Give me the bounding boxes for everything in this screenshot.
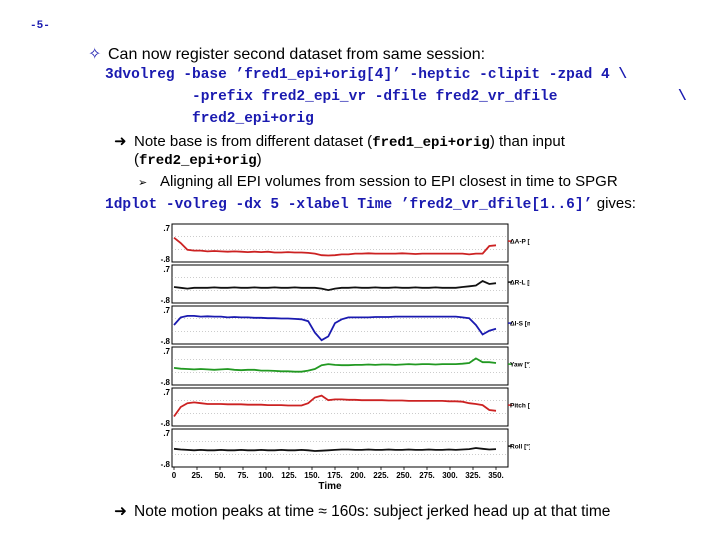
y-tick-label: .7 [163, 306, 170, 315]
y-tick-label: .7 [163, 224, 170, 233]
bullet-2-text-c: ( [134, 151, 139, 168]
arrow-right-icon: ➜ [114, 503, 127, 520]
y-tick-label: .7 [163, 429, 170, 438]
x-tick-label: 50. [214, 471, 225, 480]
x-tick-label: 175. [327, 471, 343, 480]
y-tick-label: -.8 [161, 419, 171, 428]
x-tick-label: 275. [419, 471, 435, 480]
page-number: -5- [30, 20, 50, 32]
diamond-outline-icon: ✧ [88, 46, 102, 63]
bullet-2-text-a: Note base is from different dataset ( [134, 133, 373, 150]
x-tick-label: 100. [258, 471, 274, 480]
x-tick-label: 200. [350, 471, 366, 480]
motion-parameters-chart: .7-.8ΔA-P [mm].7-.8ΔR-L [mm].7-.8ΔI-S [m… [160, 218, 530, 503]
panel-frame [171, 305, 509, 345]
y-tick-label: -.8 [161, 337, 171, 346]
y-tick-label: -.8 [161, 255, 171, 264]
bullet-item-3: ➢ Aligning all EPI volumes from session t… [138, 173, 618, 190]
code-line-2: -prefix fred2_epi_vr -dfile fred2_vr_dfi… [192, 89, 558, 105]
plot-command-line: 1dplot -volreg -dx 5 -xlabel Time ’fred2… [105, 195, 636, 213]
x-tick-label: 150. [304, 471, 320, 480]
y-tick-label: .7 [163, 347, 170, 356]
x-tick-label: 125. [281, 471, 297, 480]
x-tick-label: 350. [488, 471, 504, 480]
x-tick-label: 250. [396, 471, 412, 480]
x-tick-label: 0 [172, 471, 177, 480]
panel-frame [171, 387, 509, 427]
plot-command-suffix: gives: [596, 195, 636, 212]
motion-plot-svg: .7-.8ΔA-P [mm].7-.8ΔR-L [mm].7-.8ΔI-S [m… [161, 223, 530, 492]
y-tick-label: -.8 [161, 460, 171, 469]
bullet-item-1: ✧ Can now register second dataset from sa… [88, 44, 485, 64]
series-line [173, 279, 497, 292]
series-label: ΔA-P [mm] [510, 239, 530, 246]
bullet-3-text: Aligning all EPI volumes from session to… [160, 173, 618, 190]
code-line-3: fred2_epi+orig [192, 111, 314, 127]
x-tick-label: 325. [465, 471, 481, 480]
x-axis-label: Time [318, 481, 342, 492]
code-line-2-continuation: \ [678, 89, 687, 105]
series-line [173, 236, 497, 257]
bullet-2-text-d: ) [256, 151, 262, 168]
code-line-1: 3dvolreg -base ’fred1_epi+orig[4]’ -hept… [105, 67, 628, 83]
y-tick-label: -.8 [161, 296, 171, 305]
bullet-item-4: ➜ Note motion peaks at time ≈ 160s: subje… [114, 502, 610, 521]
panel-frame [171, 346, 509, 386]
panel-frame [171, 264, 509, 304]
x-tick-label: 225. [373, 471, 389, 480]
series-label: Yaw [°] [510, 361, 530, 369]
bullet-1-text: Can now register second dataset from sam… [108, 46, 486, 63]
panel-frame [171, 223, 509, 263]
series-label: Roll [°] [510, 443, 530, 451]
y-tick-label: -.8 [161, 378, 171, 387]
arrow-right-icon: ➜ [114, 133, 127, 150]
series-line [173, 357, 497, 373]
series-label: ΔR-L [mm] [510, 280, 530, 287]
small-arrow-icon: ➢ [138, 177, 148, 189]
series-label: ΔI-S [mm] [510, 321, 530, 328]
bullet-2-text-b: ) than input [489, 133, 565, 150]
panel-frame [171, 428, 509, 468]
x-tick-label: 300. [442, 471, 458, 480]
bullet-item-2-cont: (fred2_epi+orig) [134, 151, 262, 169]
bullet-2-code-b: fred2_epi+orig [139, 153, 257, 169]
bullet-2-code-a: fred1_epi+orig [372, 135, 490, 151]
bullet-item-2: ➜ Note base is from different dataset (fr… [114, 132, 565, 151]
plot-command-code: 1dplot -volreg -dx 5 -xlabel Time ’fred2… [105, 197, 593, 213]
series-line [173, 315, 497, 342]
x-tick-label: 75. [237, 471, 248, 480]
x-tick-label: 25. [191, 471, 202, 480]
series-label: Pitch [°] [510, 402, 530, 410]
y-tick-label: .7 [163, 265, 170, 274]
bullet-4-text: Note motion peaks at time ≈ 160s: subjec… [134, 503, 611, 520]
y-tick-label: .7 [163, 388, 170, 397]
series-line [173, 447, 497, 452]
series-line [173, 394, 497, 418]
